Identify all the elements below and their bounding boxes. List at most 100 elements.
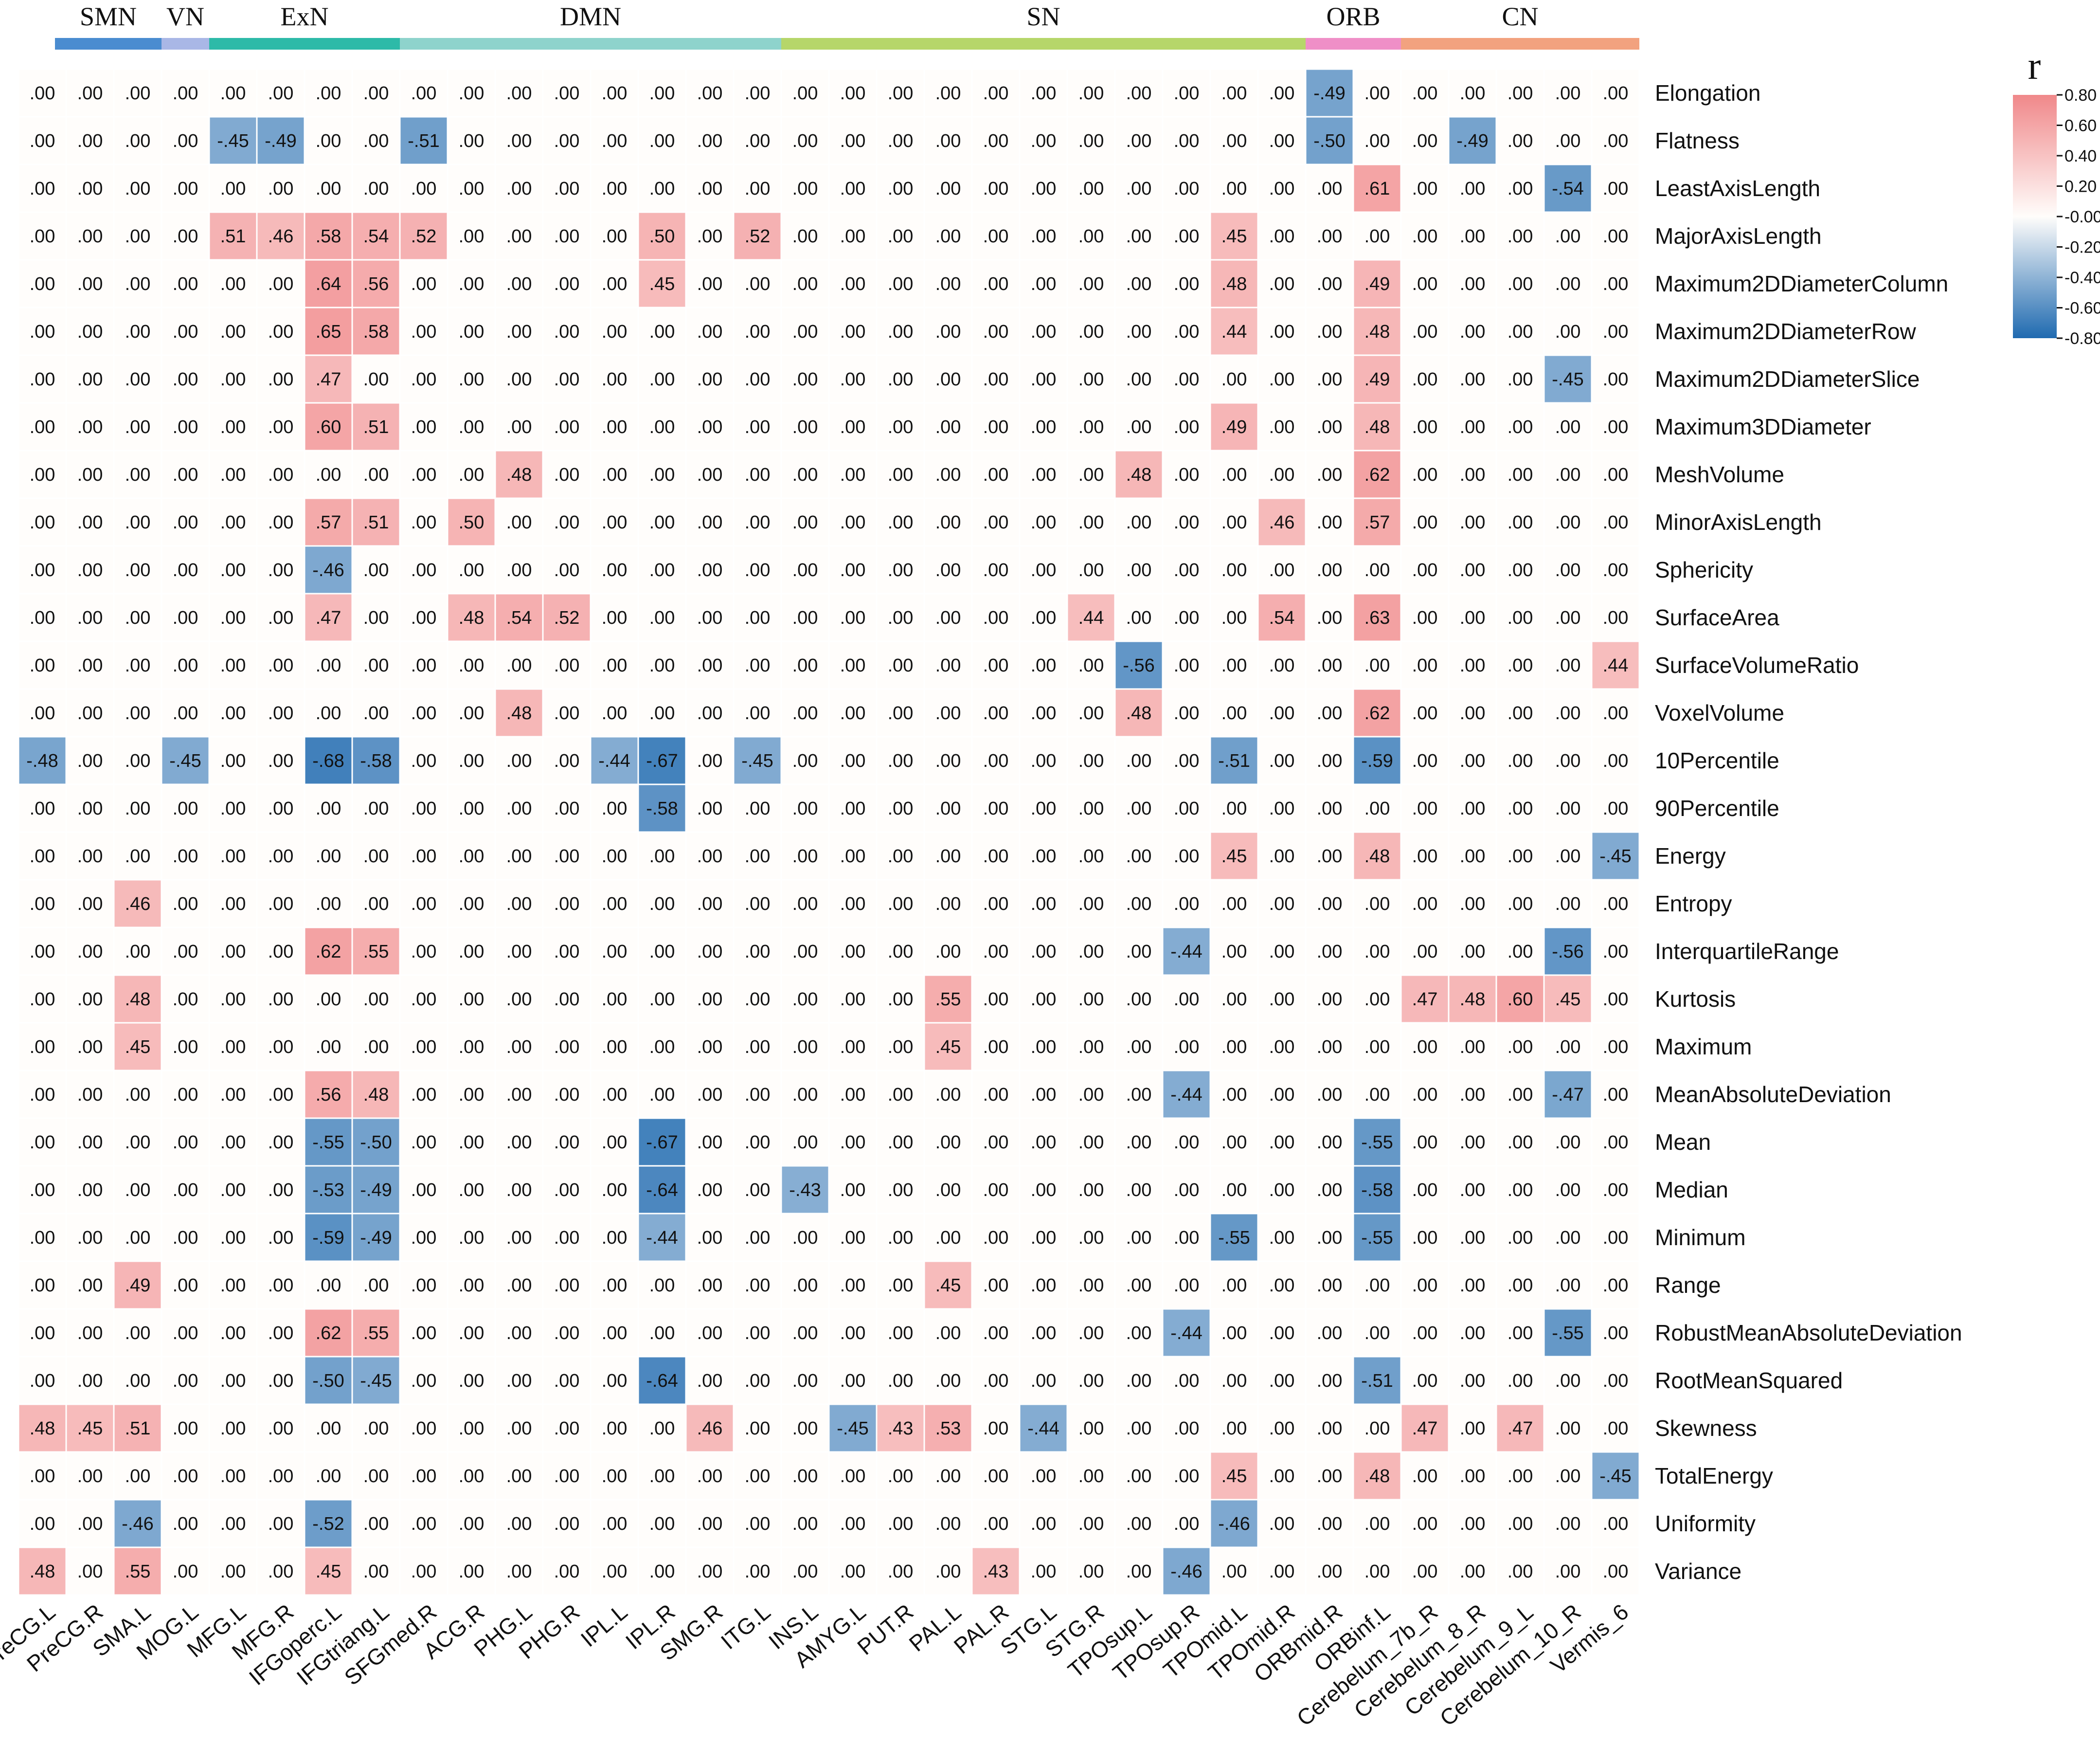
heatmap-cell-rect (1543, 831, 1593, 881)
heatmap-cell-value: .00 (506, 894, 532, 914)
heatmap-cell-value: -.64 (646, 1180, 678, 1200)
heatmap-cell: .00 (876, 1260, 925, 1310)
heatmap-cell: .00 (876, 688, 925, 738)
heatmap-cell: .00 (685, 307, 735, 356)
heatmap-cell-rect (1019, 545, 1068, 595)
heatmap-cell: .00 (780, 926, 830, 976)
heatmap-cell-value: .45 (1555, 989, 1581, 1010)
heatmap-cell-rect (399, 736, 449, 785)
heatmap-cell-value: .00 (792, 322, 818, 342)
heatmap-cell-rect (304, 1022, 353, 1071)
heatmap-cell: .00 (1543, 783, 1593, 833)
heatmap-cell: .00 (447, 450, 496, 499)
heatmap-cell-value: .57 (316, 512, 341, 533)
column-label: PUT.R (852, 1599, 918, 1660)
heatmap-cell: .00 (1591, 259, 1640, 308)
heatmap-cell-value: .00 (697, 83, 723, 104)
heatmap-cell: -.64 (637, 1356, 687, 1405)
heatmap-cell-rect (1257, 450, 1307, 499)
heatmap-cell-rect (1114, 688, 1164, 738)
heatmap-cell-value: .00 (697, 703, 723, 724)
heatmap-cell-value: .00 (935, 1085, 961, 1105)
heatmap-cell-value: .00 (1603, 1275, 1629, 1296)
heatmap-cell: .00 (1448, 1499, 1497, 1548)
heatmap-cell-rect (542, 497, 592, 547)
heatmap-cell-value: .00 (602, 1275, 628, 1296)
heatmap-cell-rect (1162, 831, 1211, 881)
heatmap-cell: .00 (1066, 1260, 1116, 1310)
heatmap-cell-rect (780, 1117, 830, 1167)
heatmap-cell: .00 (1352, 640, 1402, 690)
heatmap-cell-value: .00 (220, 942, 246, 962)
heatmap-cell-value: .00 (1126, 83, 1152, 104)
heatmap-cell: .00 (1066, 1499, 1116, 1548)
heatmap-cell-value: .00 (1269, 369, 1295, 390)
heatmap-cell: .00 (1495, 1308, 1545, 1358)
heatmap-cell-rect (399, 879, 449, 928)
row-label: 10Percentile (1655, 748, 1779, 773)
heatmap-cell: .00 (733, 1308, 782, 1358)
heatmap-cell: .00 (828, 116, 878, 165)
heatmap-cell-rect (65, 354, 115, 404)
heatmap-cell-value: .00 (983, 83, 1009, 104)
heatmap-cell-value: .00 (1460, 512, 1486, 533)
heatmap-cell-value: .00 (1269, 798, 1295, 819)
heatmap-cell: .00 (637, 163, 687, 213)
heatmap-cell-rect (1400, 1022, 1450, 1071)
heatmap-cell: .00 (161, 402, 210, 452)
heatmap-cell-rect (1591, 211, 1640, 261)
heatmap-cell-value: .00 (602, 1323, 628, 1343)
heatmap-cell-value: .00 (745, 512, 771, 533)
heatmap-cell-rect (876, 1213, 925, 1262)
heatmap-cell-value: .00 (888, 512, 914, 533)
heatmap-cell-rect (733, 1308, 782, 1358)
heatmap-cell-value: .00 (411, 512, 437, 533)
heatmap-cell-value: .00 (1174, 465, 1200, 485)
heatmap-cell-value: .00 (840, 1132, 866, 1153)
heatmap-cell: .00 (256, 163, 305, 213)
heatmap-cell: .46 (685, 1403, 735, 1453)
heatmap-cell-rect (1162, 354, 1211, 404)
heatmap-cell-value: -.45 (1552, 369, 1583, 390)
heatmap-cell-value: .00 (1126, 1085, 1152, 1105)
heatmap-cell: .52 (733, 211, 782, 261)
heatmap-cell-value: .00 (77, 942, 103, 962)
heatmap-cell: .00 (1066, 211, 1116, 261)
heatmap-cell: .00 (1209, 354, 1259, 404)
heatmap-cell-rect (1019, 1117, 1068, 1167)
heatmap-cell-value: .00 (411, 846, 437, 867)
heatmap-cell-rect (161, 974, 210, 1024)
heatmap-cell-value: .00 (602, 1180, 628, 1200)
heatmap-cell: .00 (923, 1117, 973, 1167)
heatmap-cell: .00 (1352, 926, 1402, 976)
heatmap-cell: .00 (971, 640, 1021, 690)
heatmap-cell: .00 (590, 926, 639, 976)
heatmap-cell-rect (637, 974, 687, 1024)
heatmap-cell: .00 (65, 1308, 115, 1358)
heatmap-cell-rect (923, 211, 973, 261)
heatmap-cell: .46 (256, 211, 305, 261)
heatmap-cell-value: .00 (983, 322, 1009, 342)
heatmap-cell-rect (351, 640, 401, 690)
heatmap-cell: .00 (685, 116, 735, 165)
heatmap-cell: .00 (685, 1213, 735, 1262)
heatmap-cell-value: .00 (363, 846, 389, 867)
heatmap-cell: .00 (1209, 1070, 1259, 1119)
heatmap-cell: .00 (1209, 450, 1259, 499)
heatmap-cell-value: .00 (1317, 846, 1343, 867)
heatmap-cell-value: -.56 (1552, 942, 1583, 962)
heatmap-cell-value: .00 (1221, 1037, 1247, 1057)
heatmap-cell-rect (494, 1451, 544, 1501)
heatmap-cell: .00 (780, 1499, 830, 1548)
heatmap-cell-value: .00 (1555, 608, 1581, 628)
heatmap-cell: .00 (1066, 450, 1116, 499)
heatmap-cell-value: .00 (1317, 1037, 1343, 1057)
heatmap-cell-value: .00 (983, 560, 1009, 580)
heatmap-cell: .00 (971, 545, 1021, 595)
heatmap-cell-value: .00 (1126, 179, 1152, 199)
heatmap-cell-value: .00 (268, 1037, 294, 1057)
heatmap-cell-value: .00 (1174, 131, 1200, 151)
heatmap-cell-rect (1591, 640, 1640, 690)
heatmap-cell: .00 (733, 640, 782, 690)
heatmap-cell-value: .00 (220, 894, 246, 914)
